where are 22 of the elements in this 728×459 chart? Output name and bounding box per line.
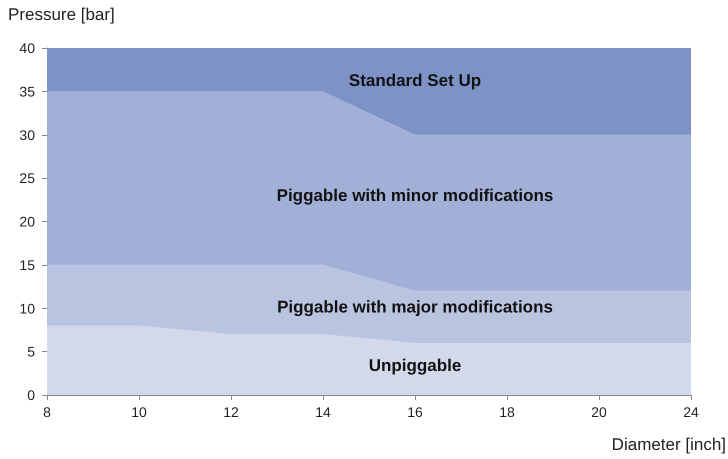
x-tick-label: 14 [315, 404, 331, 420]
y-tick-label: 30 [19, 126, 36, 143]
x-tick-label: 24 [683, 404, 699, 420]
series-label: Standard Set Up [348, 71, 482, 90]
y-tick-label: 10 [19, 300, 36, 316]
y-tick-label: 35 [19, 83, 36, 100]
y-tick-label: 20 [19, 214, 36, 230]
series-label: Piggable with minor modifications [276, 186, 554, 205]
x-axis-title: Diameter [inch] [612, 435, 726, 454]
x-tick-label: 18 [499, 404, 515, 420]
x-tick-label: 16 [407, 404, 423, 420]
x-tick-label: 8 [43, 404, 52, 420]
y-tick-label: 15 [19, 256, 36, 273]
y-axis-title: Pressure [bar] [8, 5, 115, 24]
x-tick-label: 10 [131, 404, 147, 420]
y-tick-label: 25 [19, 170, 36, 186]
y-tick-label: 5 [27, 344, 36, 360]
series-label: Piggable with major modifications [277, 298, 553, 317]
x-tick-label: 20 [591, 404, 607, 420]
x-tick-label: 12 [223, 404, 239, 420]
y-tick-label: 40 [19, 40, 36, 56]
y-tick-label: 0 [27, 387, 36, 403]
